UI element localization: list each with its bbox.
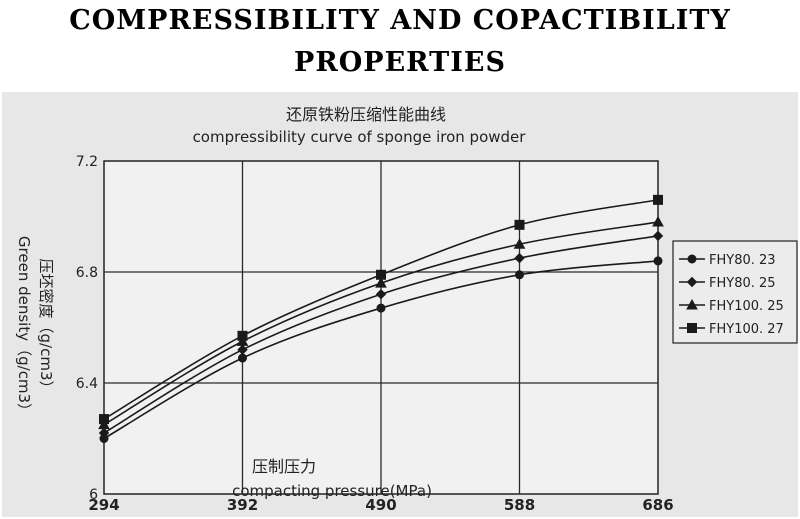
- y-tick-label-1: 6.4: [76, 376, 98, 392]
- x-tick-label-294: 294: [88, 496, 119, 514]
- data-point-2-3: [513, 238, 526, 249]
- y-tick-label-2: 6.8: [76, 265, 98, 281]
- compressibility-chart: 还原铁粉压缩性能曲线 compressibility curve of spon…: [2, 92, 798, 517]
- series-3: [99, 194, 663, 425]
- legend-marker-0: [687, 254, 697, 264]
- data-point-3-1: [237, 330, 248, 341]
- legend-label-2: FHY100. 25: [709, 299, 784, 314]
- data-point-3-2: [376, 269, 386, 280]
- legend-marker-3: [687, 323, 697, 333]
- data-point-1-0: [98, 427, 110, 439]
- series-1: [98, 230, 664, 439]
- x-tick-label-490: 490: [365, 496, 396, 514]
- x-tick-label-686: 686: [642, 496, 673, 514]
- legend-item-0: FHY80. 23: [679, 253, 776, 268]
- data-point-1-3: [514, 252, 525, 264]
- legend-item-1: FHY80. 25: [679, 276, 776, 291]
- series-layer: [98, 194, 664, 443]
- y-axis-label-cn: 压坯密度（g/cm3）: [37, 259, 55, 396]
- legend-item-2: FHY100. 25: [679, 298, 784, 314]
- data-point-2-0: [98, 418, 110, 430]
- y-tick-label-3: 7.2: [76, 154, 98, 170]
- x-axis-label-cn: 压制压力: [252, 457, 316, 476]
- legend-marker-1: [686, 276, 698, 288]
- data-point-2-1: [236, 335, 249, 346]
- chart-panel: 还原铁粉压缩性能曲线 compressibility curve of spon…: [2, 92, 798, 517]
- series-0: [99, 256, 663, 443]
- legend-item-3: FHY100. 27: [679, 322, 784, 337]
- x-tick-label-588: 588: [504, 496, 535, 514]
- x-tick-label-392: 392: [227, 496, 258, 514]
- data-point-0-1: [238, 353, 247, 363]
- data-point-0-4: [653, 256, 663, 266]
- page-title-line-1: COMPRESSIBILITY AND COPACTIBILITY: [69, 5, 731, 36]
- chart-title-en: compressibility curve of sponge iron pow…: [193, 128, 527, 146]
- data-point-3-4: [653, 194, 663, 205]
- page-title-line-2: PROPERTIES: [294, 47, 506, 78]
- legend: FHY80. 23 FHY80. 25 FHY100. 25 FHY100. 27: [672, 240, 798, 344]
- data-point-2-4: [652, 216, 664, 227]
- legend-marker-2: [686, 298, 698, 310]
- x-axis-label-en: compacting pressure(MPa): [232, 482, 432, 500]
- series-2: [98, 216, 664, 430]
- data-point-1-4: [652, 230, 664, 242]
- chart-title-cn: 还原铁粉压缩性能曲线: [286, 105, 446, 124]
- legend-label-0: FHY80. 23: [709, 253, 776, 268]
- data-point-2-2: [375, 277, 387, 288]
- data-point-0-3: [515, 270, 524, 280]
- y-axis-label-en: Green density（g/cm3）: [15, 236, 33, 418]
- data-point-3-0: [99, 414, 109, 425]
- y-tick-label-0: 6: [89, 487, 98, 503]
- data-point-1-2: [375, 288, 387, 300]
- legend-label-1: FHY80. 25: [709, 276, 776, 291]
- data-point-0-2: [376, 303, 386, 313]
- legend-label-3: FHY100. 27: [709, 322, 784, 337]
- data-point-1-1: [237, 344, 248, 355]
- tick-labels: 294 392 490 588 686 6 6.4 6.8 7.2: [76, 154, 674, 514]
- data-point-3-3: [514, 219, 525, 230]
